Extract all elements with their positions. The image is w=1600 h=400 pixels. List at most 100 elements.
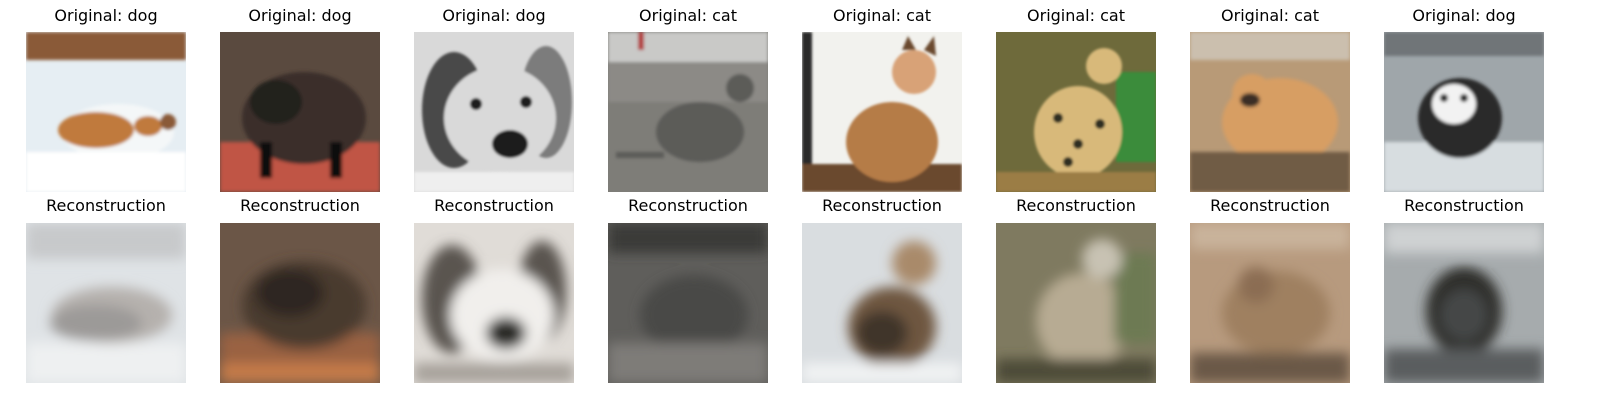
shape: [996, 172, 1156, 192]
panel-title: Reconstruction: [240, 196, 360, 215]
shape: [492, 130, 528, 158]
gray-cat-on-pavement-photo: [608, 32, 768, 192]
shape: [1082, 239, 1122, 279]
panel-title: Original: cat: [639, 6, 737, 25]
image-tile: [608, 223, 768, 383]
shape: [58, 112, 134, 148]
shape: [846, 102, 938, 182]
original-panel: Original: dog: [26, 0, 186, 192]
shape: [1440, 289, 1488, 341]
panel-title: Reconstruction: [1016, 196, 1136, 215]
shape: [26, 343, 186, 383]
shape: [1190, 152, 1350, 192]
blurry-reconstruction-tabby-cat: [802, 223, 962, 383]
shape: [902, 36, 916, 50]
shape: [608, 223, 768, 253]
shape: [256, 269, 324, 317]
grayscale-beagle-photo: [414, 32, 574, 192]
panel-title: Original: dog: [1412, 6, 1516, 25]
shape: [1053, 113, 1063, 123]
shape: [802, 32, 812, 192]
image-tile: [996, 32, 1156, 192]
husky-in-water-photo: [1384, 32, 1544, 192]
image-tile: [26, 32, 186, 192]
panel-title: Reconstruction: [822, 196, 942, 215]
shape: [1095, 119, 1105, 129]
reconstruction-panel: Reconstruction: [1384, 191, 1544, 383]
panel-title: Reconstruction: [434, 196, 554, 215]
panel-title: Original: cat: [1221, 6, 1319, 25]
image-tile: [802, 223, 962, 383]
shape: [1190, 32, 1350, 60]
image-tile: [414, 223, 574, 383]
shape: [1190, 223, 1350, 249]
shape: [892, 241, 936, 285]
reconstruction-panel: Reconstruction: [220, 191, 380, 383]
dog-in-snow-photo: [26, 32, 186, 192]
shape: [220, 363, 380, 383]
shape: [1432, 84, 1476, 124]
shape: [1384, 32, 1544, 56]
shape: [330, 142, 342, 178]
spotted-wildcat-photo: [996, 32, 1156, 192]
image-tile: [1384, 223, 1544, 383]
original-panel: Original: dog: [1384, 0, 1544, 192]
shape: [26, 32, 186, 60]
image-tile: [608, 32, 768, 192]
blurry-reconstruction-black-dog: [220, 223, 380, 383]
shape: [1460, 94, 1468, 102]
original-panel: Original: dog: [414, 0, 574, 192]
blurry-reconstruction-gray-cat: [608, 223, 768, 383]
shape: [414, 172, 574, 192]
shape: [726, 74, 754, 102]
panel-title: Original: dog: [442, 6, 546, 25]
orange-tabby-cat-photo: [802, 32, 962, 192]
image-tile: [220, 32, 380, 192]
shape: [260, 142, 272, 178]
shape: [1116, 72, 1156, 162]
panel-title: Original: cat: [833, 6, 931, 25]
shape: [1440, 94, 1448, 102]
original-panel: Original: cat: [996, 0, 1156, 192]
shape: [250, 80, 302, 124]
image-tile: [26, 223, 186, 383]
shape: [656, 102, 744, 162]
shape: [1238, 267, 1274, 303]
shape: [450, 269, 554, 361]
shape: [1190, 353, 1350, 383]
shape: [470, 98, 482, 110]
blurry-reconstruction-cougar: [1190, 223, 1350, 383]
shape: [608, 343, 768, 383]
shape: [26, 152, 186, 192]
shape: [520, 96, 532, 108]
shape: [1086, 48, 1122, 84]
image-tile: [1190, 32, 1350, 192]
shape: [924, 36, 936, 56]
shape: [1036, 273, 1128, 369]
shape: [1384, 349, 1544, 383]
image-tile: [996, 223, 1156, 383]
reconstruction-panel: Reconstruction: [996, 191, 1156, 383]
image-tile: [1190, 223, 1350, 383]
reconstruction-panel: Reconstruction: [26, 191, 186, 383]
blurry-reconstruction-husky: [1384, 223, 1544, 383]
image-tile: [802, 32, 962, 192]
reconstruction-panel: Reconstruction: [608, 191, 768, 383]
image-tile: [1384, 32, 1544, 192]
shape: [134, 116, 162, 136]
shape: [1073, 139, 1083, 149]
panel-title: Reconstruction: [628, 196, 748, 215]
shape: [26, 223, 186, 259]
shape: [856, 311, 908, 355]
shape: [1384, 223, 1544, 253]
original-panel: Original: cat: [1190, 0, 1350, 192]
blurry-reconstruction-wildcat: [996, 223, 1156, 383]
shape: [1034, 86, 1122, 178]
shape: [160, 114, 176, 130]
shape: [892, 50, 936, 94]
shape: [640, 275, 748, 355]
reconstruction-panel: Reconstruction: [802, 191, 962, 383]
reconstruction-panel: Reconstruction: [414, 191, 574, 383]
panel-title: Reconstruction: [46, 196, 166, 215]
